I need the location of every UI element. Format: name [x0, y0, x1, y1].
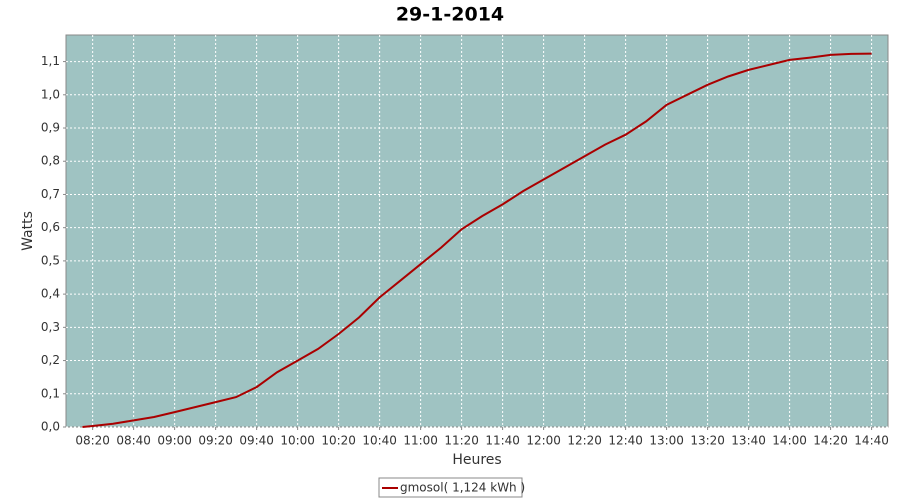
legend-box — [378, 477, 523, 498]
x-tick-label: 12:00 — [526, 434, 561, 448]
x-tick-label: 12:40 — [608, 434, 643, 448]
x-tick-label: 10:40 — [362, 434, 397, 448]
x-tick-label: 14:40 — [854, 434, 889, 448]
data-line — [82, 52, 872, 428]
x-tick-label: 11:20 — [444, 434, 479, 448]
x-tick-label: 13:00 — [649, 434, 684, 448]
y-tick-label: 0,4 — [41, 287, 60, 301]
x-tick-label: 11:40 — [485, 434, 520, 448]
x-tick-label: 10:20 — [321, 434, 356, 448]
y-tick-label: 0,8 — [41, 154, 60, 168]
x-tick-label: 09:00 — [157, 434, 192, 448]
x-tick-label: 10:00 — [280, 434, 315, 448]
x-tick-label: 09:40 — [239, 434, 274, 448]
plot-area — [65, 34, 889, 428]
x-axis-label: Heures — [452, 452, 501, 468]
y-tick-label: 0,3 — [41, 320, 60, 334]
y-tick-label: 1,1 — [41, 54, 60, 68]
x-tick-label: 13:40 — [731, 434, 766, 448]
y-tick-label: 0,5 — [41, 253, 60, 267]
y-tick-label: 0,9 — [41, 121, 60, 135]
x-tick-label: 13:20 — [690, 434, 725, 448]
chart-title: 29-1-2014 — [396, 4, 504, 26]
x-tick-label: 08:40 — [116, 434, 151, 448]
y-tick-label: 0,0 — [41, 420, 60, 434]
y-tick-label: 0,6 — [41, 220, 60, 234]
x-tick-label: 14:00 — [772, 434, 807, 448]
y-tick-label: 1,0 — [41, 87, 60, 101]
y-tick-label: 0,1 — [41, 386, 60, 400]
x-tick-label: 14:20 — [813, 434, 848, 448]
y-axis-label: Watts — [20, 211, 36, 251]
y-tick-label: 0,2 — [41, 353, 60, 367]
x-tick-label: 08:20 — [75, 434, 110, 448]
y-tick-label: 0,7 — [41, 187, 60, 201]
legend: gmosol( 1,124 kWh ) — [378, 477, 525, 498]
legend-label: gmosol( 1,124 kWh ) — [400, 481, 525, 495]
x-tick-label: 11:00 — [403, 434, 438, 448]
x-tick-label: 12:20 — [567, 434, 602, 448]
x-tick-label: 09:20 — [198, 434, 233, 448]
